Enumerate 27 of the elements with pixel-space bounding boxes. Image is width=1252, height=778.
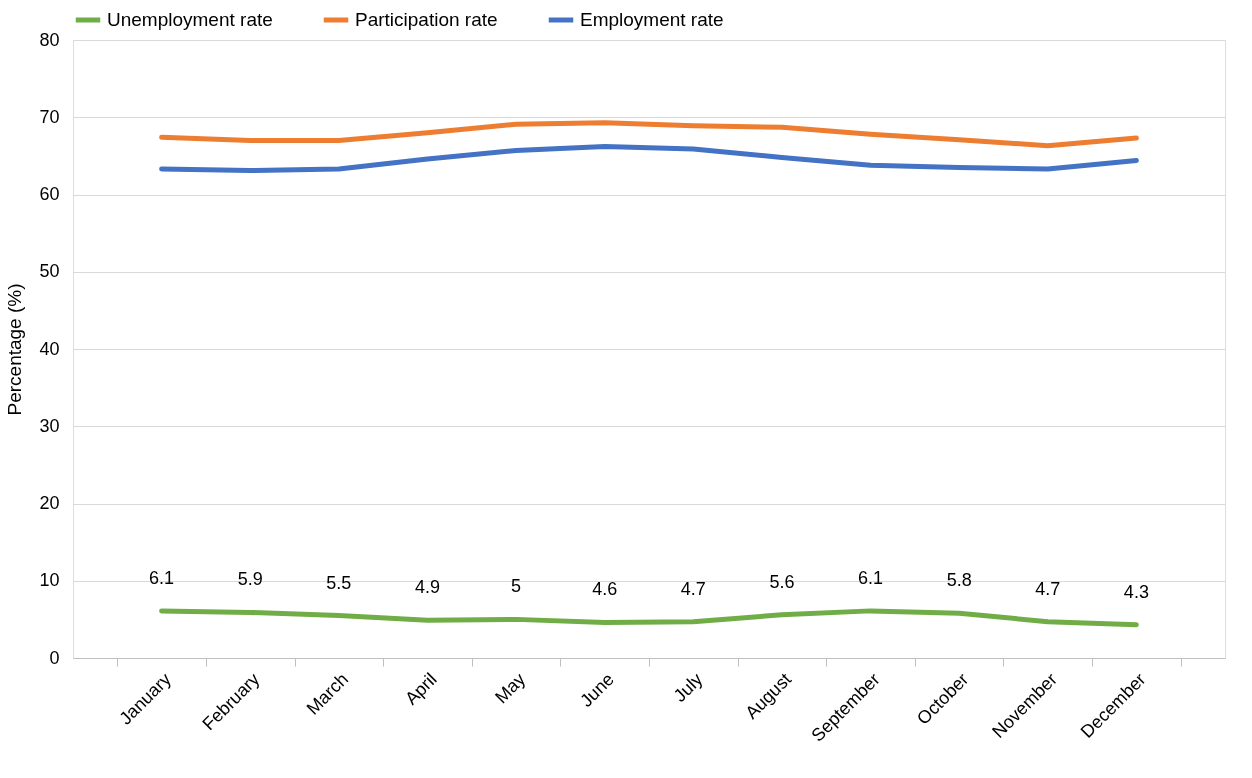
data-label: 4.3 xyxy=(1123,581,1149,602)
data-label: 5.8 xyxy=(946,570,972,591)
data-label: 6.1 xyxy=(858,567,884,588)
data-label: 4.6 xyxy=(592,579,618,600)
y-tick-label: 80 xyxy=(39,29,60,50)
data-label: 5.5 xyxy=(326,572,352,593)
y-tick-label: 50 xyxy=(39,261,60,282)
y-tick-label: 10 xyxy=(39,570,60,591)
legend-label: Employment rate xyxy=(580,9,724,30)
y-tick-label: 30 xyxy=(39,415,60,436)
y-tick-label: 20 xyxy=(39,493,60,513)
y-tick-label: 60 xyxy=(39,184,60,204)
legend-label: Unemployment rate xyxy=(107,9,273,30)
y-axis-title: Percentage (%) xyxy=(4,283,26,416)
x-tick-label: May xyxy=(491,669,530,708)
y-tick-label: 0 xyxy=(49,647,60,668)
data-label: 5.9 xyxy=(237,569,263,590)
y-tick-label: 40 xyxy=(39,338,60,359)
data-label: 4.7 xyxy=(1035,578,1061,599)
legend-label: Participation rate xyxy=(355,9,498,30)
data-label: 6.1 xyxy=(149,567,175,588)
y-tick-label: 70 xyxy=(39,106,60,127)
data-label: 5.6 xyxy=(769,571,795,592)
data-label: 4.7 xyxy=(680,578,706,599)
data-label: 4.9 xyxy=(414,577,440,598)
x-tick-label: July xyxy=(669,669,707,706)
data-label: 5 xyxy=(511,576,522,597)
